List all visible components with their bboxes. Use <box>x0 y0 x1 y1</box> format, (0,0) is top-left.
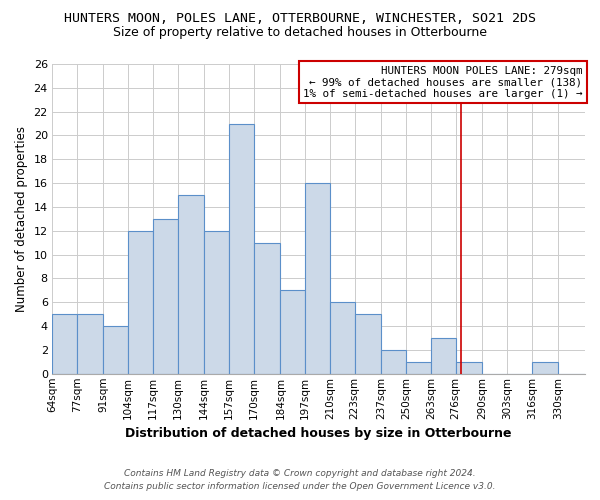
Bar <box>330 302 355 374</box>
Bar <box>128 231 153 374</box>
Bar <box>153 219 178 374</box>
Bar <box>229 124 254 374</box>
Bar <box>204 231 229 374</box>
Text: HUNTERS MOON, POLES LANE, OTTERBOURNE, WINCHESTER, SO21 2DS: HUNTERS MOON, POLES LANE, OTTERBOURNE, W… <box>64 12 536 26</box>
Bar <box>455 362 482 374</box>
X-axis label: Distribution of detached houses by size in Otterbourne: Distribution of detached houses by size … <box>125 427 512 440</box>
Bar <box>52 314 77 374</box>
Text: Size of property relative to detached houses in Otterbourne: Size of property relative to detached ho… <box>113 26 487 39</box>
Bar <box>77 314 103 374</box>
Bar <box>280 290 305 374</box>
Text: Contains HM Land Registry data © Crown copyright and database right 2024.
Contai: Contains HM Land Registry data © Crown c… <box>104 470 496 491</box>
Bar <box>103 326 128 374</box>
Bar <box>532 362 559 374</box>
Bar <box>355 314 382 374</box>
Bar <box>406 362 431 374</box>
Bar <box>178 195 204 374</box>
Bar <box>254 242 280 374</box>
Y-axis label: Number of detached properties: Number of detached properties <box>15 126 28 312</box>
Bar <box>382 350 406 374</box>
Bar <box>305 183 330 374</box>
Bar <box>431 338 455 374</box>
Text: HUNTERS MOON POLES LANE: 279sqm
← 99% of detached houses are smaller (138)
1% of: HUNTERS MOON POLES LANE: 279sqm ← 99% of… <box>303 66 583 98</box>
